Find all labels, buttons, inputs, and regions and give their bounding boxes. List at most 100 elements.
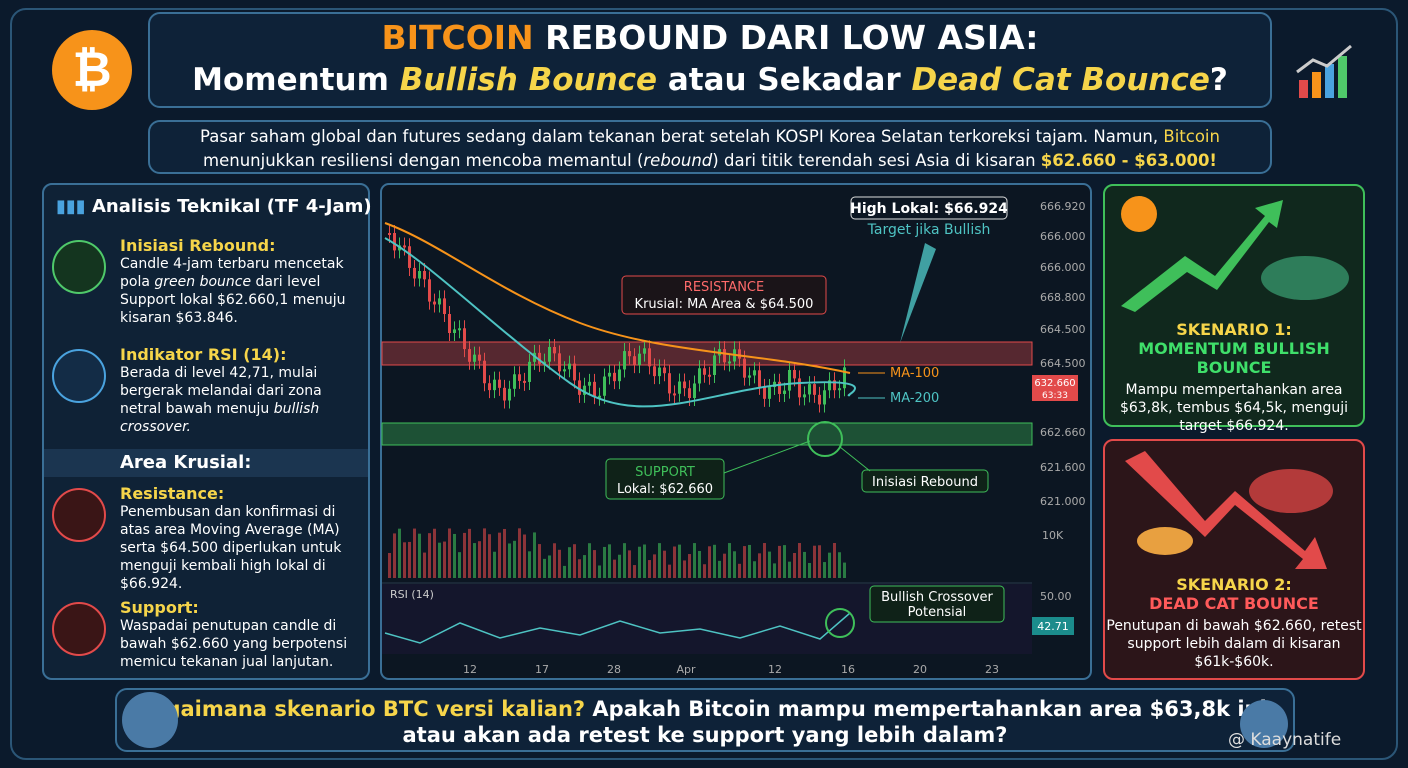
volume-bar (423, 552, 426, 578)
intro-highlight: Bitcoin (1163, 127, 1220, 146)
volume-bar (693, 543, 696, 578)
candle-body (508, 388, 511, 401)
candle-body (773, 381, 776, 388)
volume-bar (508, 543, 511, 578)
volume-bar (598, 565, 601, 578)
candle-body (493, 379, 496, 391)
volume-bar (728, 543, 731, 578)
volume-bar (558, 549, 561, 578)
item: Support: Waspadai penutupan candle di baw… (52, 598, 367, 671)
candle-body (588, 381, 591, 386)
volume-bar (518, 528, 521, 578)
candle-body (498, 379, 501, 388)
candle-body (408, 246, 411, 268)
volume-bar (433, 528, 436, 578)
title-text: atau Sekadar (667, 62, 901, 98)
candle-body (548, 346, 551, 362)
volume-bar (763, 543, 766, 578)
resistance-title: RESISTANCE (684, 280, 764, 295)
item-body: Candle 4-jam terbaru mencetak pola green… (52, 255, 367, 327)
candle-body (788, 369, 791, 391)
ma200-label: MA-200 (890, 391, 939, 406)
volume-bar (768, 551, 771, 578)
price-label: 666.000 (1040, 261, 1086, 274)
volume-bar (803, 551, 806, 578)
title-text: Momentum (192, 62, 389, 98)
volume-bar (568, 547, 571, 578)
candle-body (438, 298, 441, 305)
x-label: 12 (463, 663, 477, 676)
candle-body (578, 380, 581, 395)
volume-bar (398, 528, 401, 578)
volume-bar (808, 562, 811, 578)
volume-bar (798, 543, 801, 578)
volume-bar (553, 543, 556, 578)
volume-bar (818, 545, 821, 578)
volume-bar (758, 553, 761, 578)
icon-candle (52, 240, 106, 294)
candle-body (393, 233, 396, 251)
volume-bar (833, 543, 836, 578)
bitcoin-logo: ₿ (52, 30, 132, 110)
scenario-name: DEAD CAT BOUNCE (1149, 594, 1319, 613)
x-axis: 12 17 28 Apr 12 16 20 23 (463, 663, 999, 676)
x-label: 16 (841, 663, 855, 676)
candle-body (553, 346, 556, 354)
candle-body (713, 355, 716, 375)
label-box (605, 458, 725, 500)
volume-bar (403, 542, 406, 578)
volume-bar (438, 542, 441, 578)
candle-body (448, 314, 451, 333)
rebound-label: Inisiasi Rebound (872, 475, 978, 490)
volume-bar (543, 558, 546, 578)
candle-body (403, 245, 406, 248)
volume-bar (703, 564, 706, 578)
ma100-line (384, 222, 851, 374)
pointer (723, 440, 811, 474)
icon-arrow (52, 488, 106, 542)
footer: Bagaimana skenario BTC versi kalian? Apa… (115, 688, 1295, 752)
candle-body (643, 348, 646, 354)
price-label: 666.000 (1040, 230, 1086, 243)
price-label: 664.500 (1040, 323, 1086, 336)
price-label: 668.800 (1040, 291, 1086, 304)
x-label: Apr (676, 663, 696, 676)
candle-body (423, 271, 426, 280)
crossover-circle (825, 608, 855, 638)
volume-bar (823, 562, 826, 578)
candle-body (523, 380, 526, 383)
candle-body (743, 358, 746, 378)
volume-bar (603, 546, 606, 578)
candle-body (603, 376, 606, 396)
target-label: Target jika Bullish (867, 222, 991, 238)
volume-bar (708, 546, 711, 578)
volume-bar (463, 532, 466, 578)
volume-bar (748, 544, 751, 578)
ma200-line (384, 237, 856, 408)
bear-illustration (1125, 451, 1333, 569)
last-price-box (1032, 375, 1078, 401)
volume-bar (638, 546, 641, 578)
candle-body (728, 361, 731, 364)
volume-bar (483, 528, 486, 578)
volume-bar (453, 533, 456, 578)
volume-bar (408, 541, 411, 578)
bull-illustration (1121, 196, 1349, 312)
text: Berada di level 42,71, mulai bergerak me… (120, 365, 322, 417)
volume-bar (683, 560, 686, 578)
volume-bar (828, 552, 831, 578)
ma100-label: MA-100 (890, 366, 939, 381)
candle-body (668, 373, 671, 394)
volume-bar (583, 555, 586, 578)
x-label: 20 (913, 663, 927, 676)
scenario-card: SKENARIO 1: MOMENTUM BULLISH BOUNCE Mamp… (1103, 184, 1365, 434)
bullish-arrow (900, 243, 936, 343)
title-line2: Momentum Bullish Bounce atau Sekadar Dea… (148, 62, 1272, 98)
candle-body (823, 390, 826, 405)
x-label: 17 (535, 663, 549, 676)
item-body: Penembusan dan konfirmasi di atas area M… (120, 504, 342, 592)
volume-bar (653, 554, 656, 578)
volume-bar (393, 533, 396, 578)
countdown: 63:33 (1042, 391, 1068, 401)
